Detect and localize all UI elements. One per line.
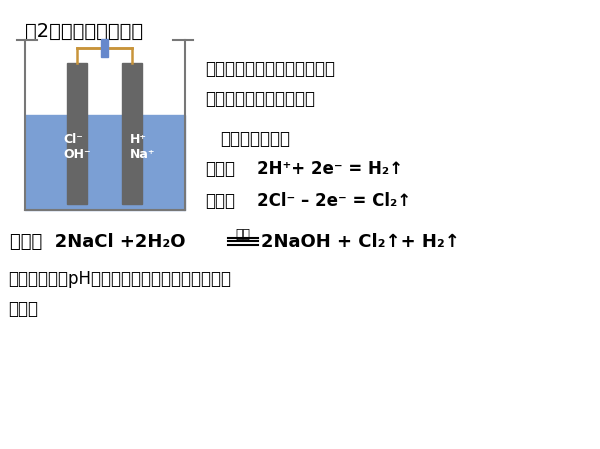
Text: 阳极放出有刺激性气味的气体: 阳极放出有刺激性气味的气体	[205, 60, 335, 78]
Text: 2NaOH + Cl₂↑+ H₂↑: 2NaOH + Cl₂↑+ H₂↑	[261, 233, 460, 251]
Polygon shape	[25, 115, 185, 210]
Text: 2Cl⁻ – 2e⁻ = Cl₂↑: 2Cl⁻ – 2e⁻ = Cl₂↑	[257, 192, 411, 210]
Text: 电极反应方程式: 电极反应方程式	[220, 130, 290, 148]
Text: H⁺: H⁺	[130, 133, 147, 146]
Text: 阳极：: 阳极：	[205, 192, 235, 210]
Bar	[101, 39, 108, 57]
Text: Na⁺: Na⁺	[130, 148, 155, 161]
Text: 总式：  2NaCl +2H₂O: 总式： 2NaCl +2H₂O	[10, 233, 185, 251]
Text: （2）电解饱和食盐水: （2）电解饱和食盐水	[25, 22, 143, 41]
Text: 通电: 通电	[235, 228, 251, 241]
Text: Cl⁻: Cl⁻	[63, 133, 83, 146]
Bar	[122, 63, 142, 204]
Text: 阴极：: 阴极：	[205, 160, 235, 178]
Bar	[67, 63, 87, 204]
Text: 相连）: 相连）	[8, 300, 38, 318]
Text: OH⁻: OH⁻	[63, 148, 91, 161]
Text: 注意：阴极区pH值升高，酚酞变红（阴极与负极: 注意：阴极区pH值升高，酚酞变红（阴极与负极	[8, 270, 231, 288]
Text: 2H⁺+ 2e⁻ = H₂↑: 2H⁺+ 2e⁻ = H₂↑	[257, 160, 403, 178]
Text: 阴极放出无色无味的气体: 阴极放出无色无味的气体	[205, 90, 315, 108]
